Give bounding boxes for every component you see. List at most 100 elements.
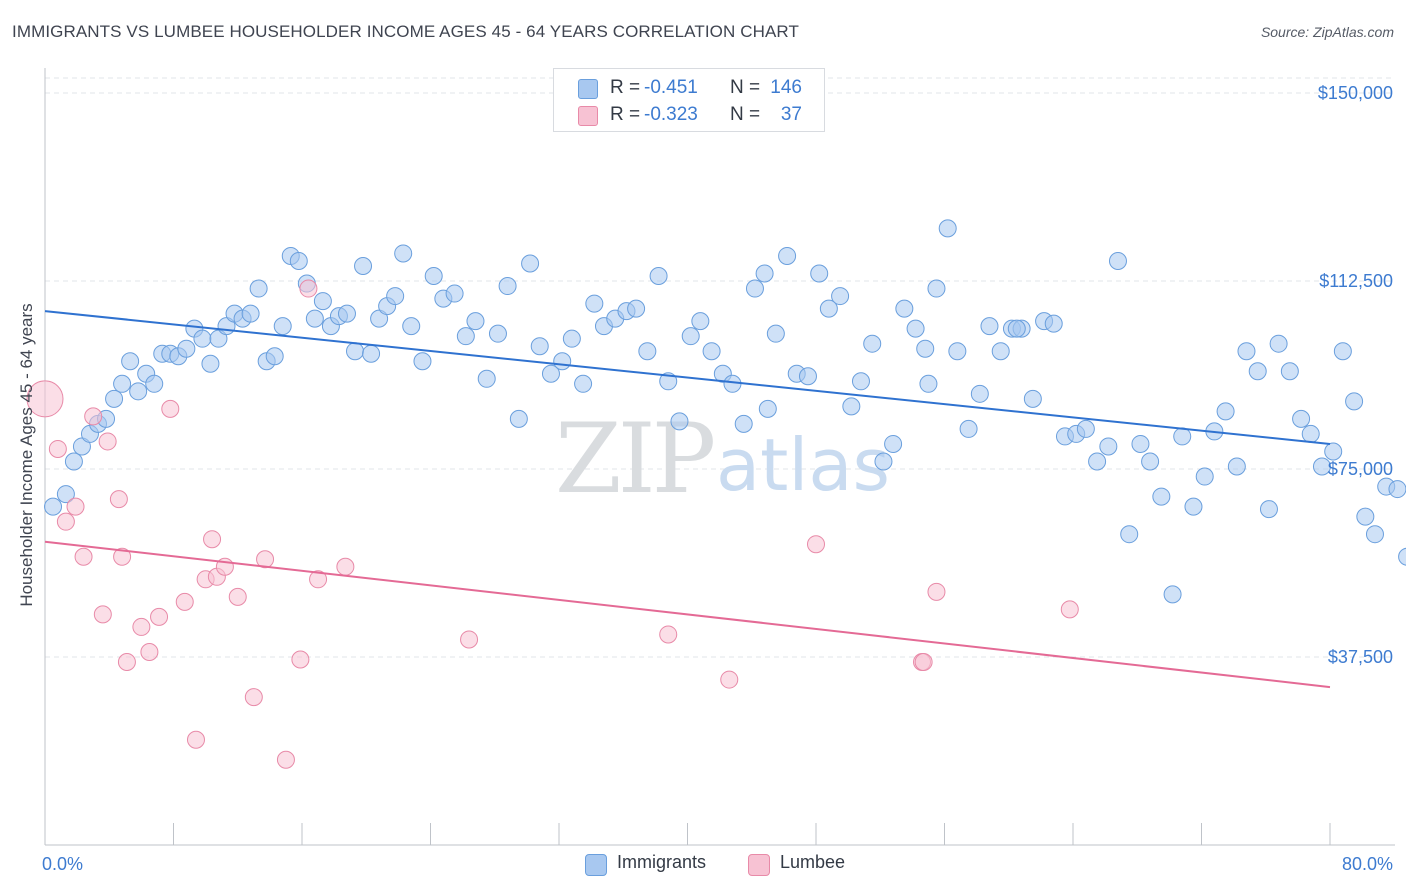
immigrants-point — [734, 414, 753, 433]
immigrants-point — [681, 327, 700, 346]
n-label: N = — [730, 77, 761, 98]
immigrants-point — [1141, 452, 1160, 471]
lumbee-point — [48, 439, 67, 458]
immigrants-point — [638, 342, 657, 361]
lumbee-point — [117, 653, 136, 672]
y-tick-label: $112,500 — [1319, 271, 1393, 291]
legend-label-lumbee: Lumbee — [780, 852, 846, 872]
lumbee-trend-line — [44, 540, 1331, 689]
watermark-atlas: atlas — [716, 423, 890, 507]
immigrants-point — [980, 317, 999, 336]
lumbee-point — [93, 605, 112, 624]
immigrants-point — [1120, 525, 1139, 544]
lumbee-point — [66, 497, 85, 516]
immigrants-point — [1365, 525, 1384, 544]
immigrants-point — [1280, 362, 1299, 381]
tick-labels: $37,500 $75,000 $112,500 $150,000 0.0% 80.0% — [42, 83, 1393, 874]
n-value: 37 — [780, 104, 802, 125]
lumbee-point — [203, 530, 222, 549]
immigrants-point — [842, 397, 861, 416]
y-tick-label: $150,000 — [1318, 83, 1393, 103]
immigrants-point — [509, 409, 528, 428]
immigrants-point — [758, 399, 777, 418]
immigrants-point — [177, 339, 196, 358]
immigrants-point — [916, 339, 935, 358]
r-value: -0.323 — [644, 104, 698, 125]
immigrants-point — [670, 412, 689, 431]
lumbee-point — [1060, 600, 1079, 619]
immigrants-point — [895, 299, 914, 318]
immigrants-point — [193, 329, 212, 348]
immigrants-point — [970, 384, 989, 403]
lumbee-point — [299, 279, 318, 298]
lumbee-point — [336, 557, 355, 576]
immigrants-point — [541, 364, 560, 383]
immigrants-point — [498, 277, 517, 296]
immigrants-point — [553, 352, 572, 371]
immigrants-point — [798, 367, 817, 386]
n-value: 146 — [770, 77, 802, 98]
immigrants-point — [1356, 507, 1375, 526]
lumbee-point — [98, 432, 117, 451]
lumbee-point — [914, 653, 933, 672]
lumbee-point — [807, 535, 825, 554]
immigrants-point — [105, 389, 124, 408]
immigrants-point — [386, 287, 405, 306]
lumbee-point — [309, 570, 328, 589]
immigrants-point — [766, 324, 785, 343]
immigrants-point — [863, 334, 882, 353]
lumbee-point — [720, 670, 739, 689]
immigrants-point — [394, 244, 413, 263]
immigrants-point — [477, 369, 496, 388]
immigrants-point — [121, 352, 140, 371]
lumbee-point — [113, 547, 132, 566]
x-tick-label: 0.0% — [42, 854, 83, 874]
immigrants-point — [305, 309, 324, 328]
watermark: ZIP atlas — [555, 403, 890, 515]
points — [26, 219, 1406, 769]
stats-row-immigrants: R = -0.451 N = 146 — [554, 75, 824, 101]
immigrants-point — [1292, 409, 1311, 428]
immigrants-point — [1227, 457, 1246, 476]
r-label: R = — [610, 77, 641, 98]
immigrants-point — [562, 329, 581, 348]
immigrants-point — [1044, 314, 1063, 333]
immigrants-point — [1345, 392, 1364, 411]
immigrants-point — [1237, 342, 1256, 361]
lumbee-point — [244, 688, 263, 707]
immigrants-point — [241, 304, 260, 323]
immigrants-point — [991, 342, 1010, 361]
chart-title: IMMIGRANTS VS LUMBEE HOUSEHOLDER INCOME … — [12, 22, 799, 41]
immigrants-point — [466, 312, 485, 331]
immigrants-point — [249, 279, 268, 298]
immigrants-point — [1259, 500, 1278, 519]
lumbee-point — [84, 407, 103, 426]
immigrants-point — [1388, 480, 1406, 499]
immigrants-point — [1184, 497, 1203, 516]
r-label: R = — [610, 104, 641, 125]
immigrants-point — [530, 337, 549, 356]
immigrants-point — [1108, 251, 1127, 270]
y-axis-label: Householder Income Ages 45 - 64 years — [17, 303, 36, 606]
immigrants-point — [44, 497, 63, 516]
immigrants-point — [145, 374, 164, 393]
immigrants-point — [1088, 452, 1107, 471]
lumbee-point — [56, 512, 75, 531]
immigrants-point — [906, 319, 925, 338]
legend-label-immigrants: Immigrants — [617, 852, 707, 872]
immigrants-point — [113, 374, 132, 393]
immigrants-point — [959, 419, 978, 438]
immigrants-point — [337, 304, 356, 323]
immigrants-point — [201, 354, 220, 373]
immigrants-point — [627, 299, 646, 318]
immigrants-point — [810, 264, 829, 283]
immigrants-point — [927, 279, 946, 298]
immigrants-point — [574, 374, 593, 393]
lumbee-point — [26, 380, 64, 418]
immigrants-point — [445, 284, 464, 303]
immigrants-point — [831, 287, 850, 306]
lumbee-point — [74, 547, 93, 566]
immigrants-point — [649, 267, 668, 286]
lumbee-point — [291, 650, 310, 669]
